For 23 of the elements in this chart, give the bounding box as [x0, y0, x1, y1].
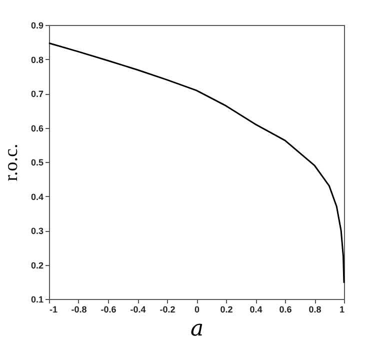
x-tick-label: -0.8: [71, 304, 87, 314]
x-tick-label: 0.6: [279, 304, 292, 314]
y-tick-label: 0.1: [30, 294, 44, 304]
line-series: [48, 42, 345, 284]
x-tick-label: 1: [339, 304, 344, 314]
y-tick-label: 0.9: [30, 20, 44, 30]
x-tick-label: 0.8: [308, 304, 322, 314]
x-tick-label: -1: [50, 304, 58, 314]
x-tick-label: 0.2: [220, 304, 233, 314]
y-tick-label: 0.4: [30, 192, 44, 202]
x-tick-label: -0.6: [100, 304, 116, 314]
y-axis-title: r.o.c.: [0, 144, 22, 182]
x-axis-title: a: [190, 316, 204, 341]
y-tick-label: 0.2: [30, 260, 44, 270]
x-tick-label: -0.2: [160, 304, 176, 314]
y-tick-label: 0.5: [30, 158, 44, 168]
y-tick-label: 0.7: [30, 89, 44, 99]
y-tick-label: 0.3: [30, 226, 44, 236]
x-tick-label: 0.4: [250, 304, 262, 314]
x-tick-label: 0: [194, 304, 200, 314]
y-tick-label: 0.8: [30, 54, 44, 65]
x-tick-label: -0.4: [130, 304, 146, 314]
y-tick-label: 0.6: [30, 123, 44, 134]
